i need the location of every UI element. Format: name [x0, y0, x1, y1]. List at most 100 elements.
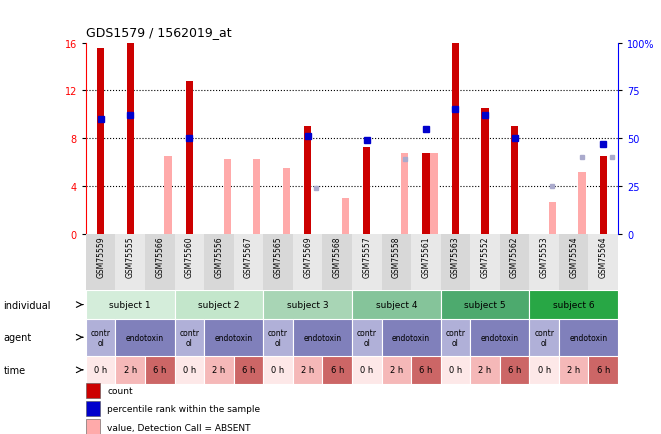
Bar	[234, 356, 263, 384]
Bar	[86, 401, 100, 416]
Text: 0 h: 0 h	[183, 365, 196, 375]
Bar	[175, 291, 263, 319]
Text: 2 h: 2 h	[567, 365, 580, 375]
Bar	[578, 172, 586, 234]
Bar	[441, 319, 470, 356]
Bar	[86, 356, 116, 384]
Bar	[363, 147, 370, 234]
Text: subject 6: subject 6	[553, 300, 594, 309]
Text: 2 h: 2 h	[301, 365, 314, 375]
Bar	[529, 319, 559, 356]
Text: 2 h: 2 h	[124, 365, 137, 375]
Bar	[559, 234, 588, 291]
Bar	[323, 234, 352, 291]
Text: GDS1579 / 1562019_at: GDS1579 / 1562019_at	[86, 26, 231, 39]
Bar	[470, 234, 500, 291]
Bar	[529, 291, 618, 319]
Bar	[175, 319, 204, 356]
Text: subject 5: subject 5	[464, 300, 506, 309]
Text: GSM75554: GSM75554	[569, 236, 578, 277]
Bar	[529, 234, 559, 291]
Text: GSM75569: GSM75569	[303, 236, 312, 277]
Text: GSM75557: GSM75557	[362, 236, 371, 277]
Text: 0 h: 0 h	[449, 365, 462, 375]
Text: GSM75567: GSM75567	[244, 236, 253, 277]
Bar	[411, 356, 441, 384]
Bar	[175, 356, 204, 384]
Bar	[253, 159, 260, 234]
Bar	[401, 153, 408, 234]
Bar	[470, 319, 529, 356]
Text: GSM75552: GSM75552	[481, 236, 490, 277]
Text: 2 h: 2 h	[390, 365, 403, 375]
Bar	[451, 43, 459, 234]
Text: endotoxin: endotoxin	[392, 333, 430, 342]
Bar	[441, 291, 529, 319]
Text: GSM75555: GSM75555	[126, 236, 135, 277]
Text: GSM75566: GSM75566	[155, 236, 165, 277]
Text: GSM75556: GSM75556	[214, 236, 223, 277]
Bar	[381, 319, 441, 356]
Bar	[145, 234, 175, 291]
Text: percentile rank within the sample: percentile rank within the sample	[107, 404, 260, 413]
Bar	[175, 234, 204, 291]
Text: count: count	[107, 386, 133, 395]
Bar	[511, 127, 518, 234]
Text: 2 h: 2 h	[479, 365, 492, 375]
Bar	[86, 419, 100, 434]
Text: GSM75561: GSM75561	[421, 236, 430, 277]
Bar	[422, 153, 430, 234]
Bar	[234, 234, 263, 291]
Text: 2 h: 2 h	[212, 365, 225, 375]
Bar	[352, 356, 381, 384]
Text: GSM75559: GSM75559	[97, 236, 105, 277]
Text: GSM75564: GSM75564	[599, 236, 607, 277]
Text: GSM75565: GSM75565	[274, 236, 283, 277]
Bar	[86, 319, 116, 356]
Bar	[293, 234, 323, 291]
Bar	[116, 356, 145, 384]
Text: 6 h: 6 h	[508, 365, 522, 375]
Bar	[293, 319, 352, 356]
Text: 6 h: 6 h	[597, 365, 610, 375]
Bar	[559, 319, 618, 356]
Bar	[204, 319, 263, 356]
Text: endotoxin: endotoxin	[569, 333, 607, 342]
Text: subject 2: subject 2	[198, 300, 240, 309]
Bar	[86, 291, 175, 319]
Bar	[145, 356, 175, 384]
Bar	[529, 356, 559, 384]
Text: 0 h: 0 h	[272, 365, 285, 375]
Text: individual: individual	[3, 300, 51, 310]
Text: agent: agent	[3, 332, 32, 342]
Text: GSM75560: GSM75560	[185, 236, 194, 277]
Bar	[481, 109, 488, 234]
Text: contr
ol: contr ol	[268, 328, 288, 347]
Text: 0 h: 0 h	[537, 365, 551, 375]
Bar	[342, 198, 349, 234]
Bar	[600, 157, 607, 234]
Text: 6 h: 6 h	[242, 365, 255, 375]
Bar	[204, 356, 234, 384]
Bar	[441, 356, 470, 384]
Text: contr
ol: contr ol	[91, 328, 110, 347]
Bar	[186, 82, 193, 234]
Bar	[116, 319, 175, 356]
Text: subject 3: subject 3	[287, 300, 329, 309]
Text: GSM75562: GSM75562	[510, 236, 519, 277]
Text: 0 h: 0 h	[360, 365, 373, 375]
Bar	[500, 356, 529, 384]
Bar	[116, 234, 145, 291]
Bar	[588, 356, 618, 384]
Bar	[430, 153, 438, 234]
Text: GSM75563: GSM75563	[451, 236, 460, 277]
Bar	[559, 356, 588, 384]
Text: subject 4: subject 4	[375, 300, 417, 309]
Bar	[126, 43, 134, 234]
Bar	[263, 291, 352, 319]
Text: subject 1: subject 1	[110, 300, 151, 309]
Text: GSM75568: GSM75568	[332, 236, 342, 277]
Text: GSM75553: GSM75553	[539, 236, 549, 277]
Text: endotoxin: endotoxin	[303, 333, 342, 342]
Bar	[352, 291, 441, 319]
